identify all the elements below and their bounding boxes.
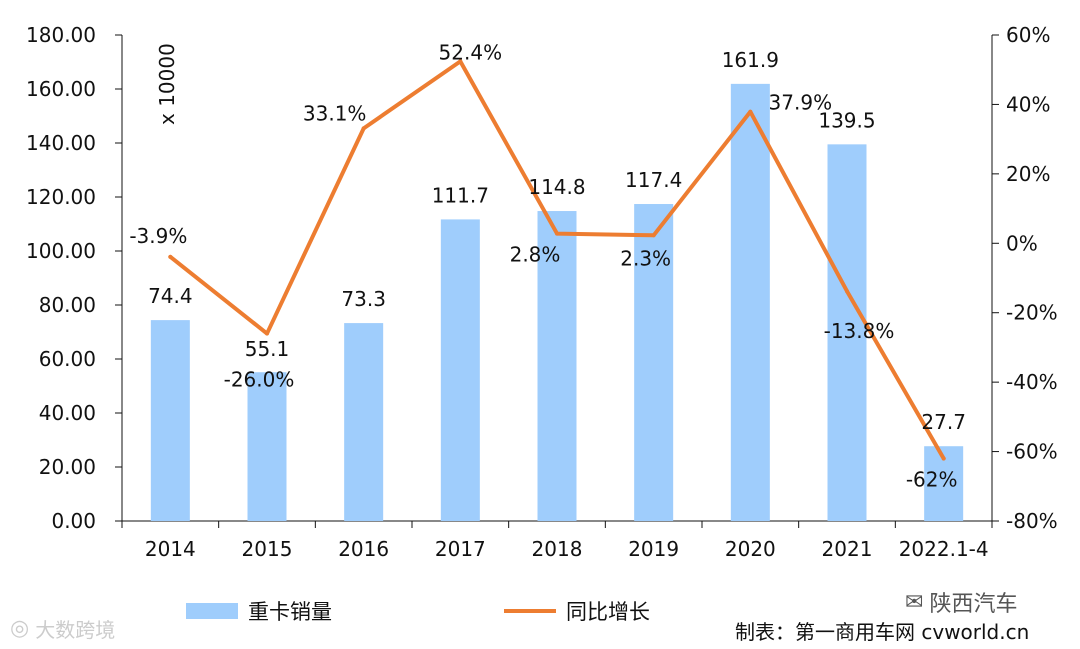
bar-value-label: 27.7 [921,410,966,434]
line-value-label: 33.1% [303,101,367,125]
legend-label-bar: 重卡销量 [248,600,332,624]
y-right-tick-label: 60% [1006,23,1050,47]
y-left-tick-label: 140.00 [26,131,96,155]
data-labels: 74.4 55.1 73.3 111.7 114.8 117.4 161.9 139.5 27.… [129,40,966,491]
bar-value-label: 161.9 [722,48,779,72]
bar [150,320,190,521]
bar-value-label: 55.1 [245,337,290,361]
y-right-tick-label: -20% [1006,301,1058,325]
y-left-tick-label: 20.00 [39,455,96,479]
bar-value-label: 74.4 [148,284,193,308]
y-left-tick-label: 180.00 [26,23,96,47]
line-point [748,109,753,114]
x-tick-label: 2019 [628,537,679,561]
line-point [845,289,849,294]
legend-label-line: 同比增长 [566,600,650,624]
bar [537,211,577,522]
bar [440,219,480,521]
x-tick-label: 2017 [435,537,486,561]
logo-icon: ◎ [10,616,30,641]
x-tick-label: 2022.1-4 [899,537,989,561]
bar [827,144,867,521]
x-tick-label: 2020 [725,537,776,561]
line-point [265,331,269,336]
line-point [168,254,173,259]
y-left-tick-label: 160.00 [26,77,96,101]
watermark-right-text: 陕西汽车 [929,592,1018,617]
x-tick-label: 2015 [242,537,293,561]
y-right-tick-label: 0% [1006,231,1038,255]
y-left-tick-label: 60.00 [39,347,96,371]
source-note: 制表：第一商用车网 cvworld.cn [735,620,1030,644]
line-value-label: -3.9% [129,224,187,248]
x-tick-label: 2018 [532,537,583,561]
bar [247,372,287,521]
bar-value-label: 111.7 [432,183,489,207]
chart-axes: 0.00 20.00 40.00 60.00 80.00 100.00 120.00 140.… [26,23,1058,561]
line-point [941,456,946,461]
x-tick-label: 2016 [338,537,389,561]
line-value-label: 2.8% [510,243,561,267]
bar-value-label: 139.5 [818,108,875,132]
y-left-tick-label: 0.00 [51,509,96,533]
legend-item-bar: 重卡销量 [186,596,332,626]
y-right-tick-label: -40% [1006,370,1058,394]
line-point [361,126,366,131]
bar [634,204,674,521]
watermark-left: ◎ 大数跨境 [10,614,115,643]
line-value-label: 2.3% [620,246,671,270]
x-tick-label: 2014 [145,537,196,561]
line-value-label: -26.0% [224,368,295,392]
y-right-tick-label: -60% [1006,440,1058,464]
wechat-icon: ✉ [905,589,924,615]
y-left-unit-label: x 10000 [155,43,179,125]
bar [344,323,384,521]
y-left-tick-label: 120.00 [26,185,96,209]
line-point [651,233,656,238]
line-value-label: -13.8% [824,319,895,343]
line-value-label: 37.9% [769,91,833,115]
line-series [168,59,946,461]
x-tick-label: 2021 [822,537,873,561]
bar [730,83,770,522]
combo-chart: 0.00 20.00 40.00 60.00 80.00 100.00 120.00 140.… [26,23,1058,561]
line-value-label: 52.4% [439,40,503,64]
y-right-tick-label: 20% [1006,162,1050,186]
line-point [458,59,463,64]
legend-swatch-line [504,609,556,613]
y-right-tick-label: -80% [1006,509,1058,533]
bar-value-label: 73.3 [341,287,386,311]
watermark-left-text: 大数跨境 [35,618,116,642]
y-left-tick-label: 40.00 [39,401,96,425]
legend-swatch-bar [186,603,238,619]
bar-value-label: 117.4 [625,168,682,192]
watermark-right: ✉ 陕西汽车 [905,586,1017,618]
y-left-tick-label: 80.00 [39,293,96,317]
line-point [555,231,559,236]
line-value-label: -62% [906,468,958,492]
bar-value-label: 114.8 [528,175,585,199]
legend-item-line: 同比增长 [504,596,650,626]
y-left-tick-label: 100.00 [26,239,96,263]
y-right-tick-label: 40% [1006,92,1050,116]
bar-series [150,83,964,522]
